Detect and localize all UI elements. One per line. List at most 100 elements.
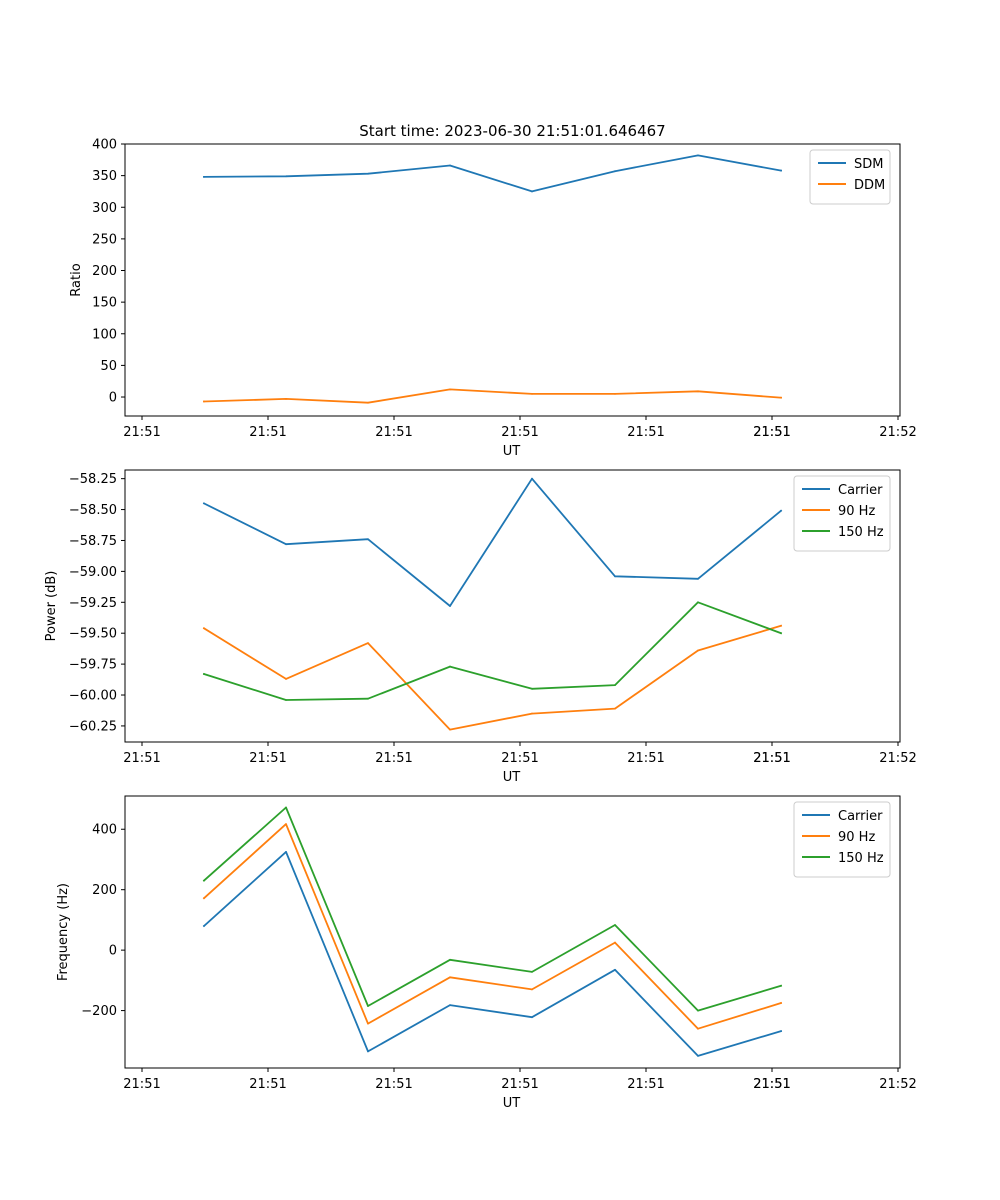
series-line-carrier [202, 477, 783, 607]
x-tick-label: 21:51 [753, 751, 790, 766]
data-point [449, 1004, 451, 1007]
data-point [449, 728, 451, 731]
x-tick-label: 21:51 [501, 1077, 538, 1092]
y-tick-label: −59.50 [69, 627, 117, 642]
x-tick-label: 21:52 [879, 751, 916, 766]
y-tick-label: 300 [92, 201, 117, 216]
data-point [285, 678, 287, 680]
y-tick-label: 150 [92, 296, 117, 311]
legend-label: Carrier [838, 483, 883, 498]
x-tick-label: 21:51 [249, 1077, 286, 1092]
x-tick-label: 21:51 [627, 425, 664, 440]
y-tick-label: 100 [92, 327, 117, 342]
data-point [367, 401, 369, 404]
data-point [531, 392, 533, 395]
y-tick-label: −59.25 [69, 596, 117, 611]
legend: Carrier 90 Hz 150 Hz [793, 801, 891, 878]
y-axis-label: Ratio [69, 263, 84, 296]
y-tick-label: −200 [81, 1004, 117, 1019]
x-tick-label: 21:51 [753, 1077, 790, 1092]
data-point [285, 851, 287, 853]
data-point [285, 175, 287, 178]
y-tick-label: −58.25 [69, 472, 117, 487]
legend-label: 150 Hz [838, 851, 884, 866]
data-point [203, 897, 205, 900]
data-point [531, 190, 533, 193]
legend-box [793, 801, 891, 878]
data-point [367, 538, 369, 541]
y-tick-label: −58.75 [69, 534, 117, 549]
legend-label: 90 Hz [838, 504, 875, 519]
y-tick-label: −59.75 [69, 658, 117, 673]
data-point [285, 398, 287, 400]
data-point [203, 673, 205, 675]
x-tick-label: 21:52 [879, 1077, 916, 1092]
data-point [449, 605, 451, 607]
data-point [285, 543, 287, 546]
x-tick-label: 21:51 [249, 751, 286, 766]
data-point [697, 1027, 699, 1030]
data-point [203, 400, 205, 403]
data-point [203, 925, 205, 927]
axes-frame [124, 795, 901, 1069]
data-point [449, 976, 451, 979]
data-point [449, 388, 451, 391]
x-tick-label: 21:51 [501, 425, 538, 440]
axes-frame [124, 143, 901, 417]
y-axis-label: Frequency (Hz) [56, 883, 71, 981]
x-tick-label: 21:51 [753, 425, 790, 440]
legend: Carrier 90 Hz 150 Hz [793, 475, 891, 552]
data-point [449, 958, 451, 961]
series-line-sdm [203, 154, 783, 193]
x-tick-label: 21:51 [375, 425, 412, 440]
data-point [614, 684, 616, 687]
y-tick-label: 200 [92, 883, 117, 898]
series-line-150-hz [202, 806, 783, 1012]
legend-label: SDM [854, 157, 883, 172]
series-line-90-hz [202, 823, 783, 1030]
data-point [367, 1022, 369, 1025]
data-point [614, 968, 616, 971]
data-point [285, 699, 287, 701]
data-point [780, 632, 782, 635]
x-tick-label: 21:51 [375, 1077, 412, 1092]
y-tick-label: 250 [92, 232, 117, 247]
x-tick-label: 21:51 [753, 751, 790, 766]
data-point [285, 823, 287, 826]
data-point [697, 154, 699, 157]
data-point [780, 1030, 782, 1033]
data-point [203, 175, 205, 178]
data-point [780, 509, 782, 512]
x-tick-label: 21:51 [501, 751, 538, 766]
data-point [697, 649, 699, 652]
legend-label: 90 Hz [838, 830, 875, 845]
data-point [203, 879, 205, 882]
axes-frame [124, 469, 901, 743]
y-axis-label: Power (dB) [44, 571, 59, 642]
data-point [780, 169, 782, 172]
y-tick-label: 400 [92, 823, 117, 838]
legend-label: 150 Hz [838, 525, 884, 540]
y-tick-label: 50 [100, 359, 117, 374]
data-point [367, 697, 369, 700]
x-tick-label: 21:51 [375, 751, 412, 766]
data-point [531, 1016, 533, 1019]
y-tick-label: 0 [109, 944, 117, 959]
data-point [780, 624, 782, 627]
data-point [531, 970, 533, 973]
data-point [614, 170, 616, 173]
panel-1: Start time: 2023-06-30 21:51:01.646467 21… [69, 122, 917, 459]
data-point [697, 577, 699, 580]
y-tick-label: −58.50 [69, 503, 117, 518]
y-tick-label: −60.25 [69, 719, 117, 734]
data-point [367, 1005, 369, 1007]
data-point [367, 1050, 369, 1053]
data-point [697, 1009, 699, 1012]
series-line-150-hz [202, 601, 783, 701]
data-point [531, 712, 533, 715]
data-point [697, 390, 699, 393]
x-tick-label: 21:51 [627, 1077, 664, 1092]
y-tick-label: −59.00 [69, 565, 117, 580]
